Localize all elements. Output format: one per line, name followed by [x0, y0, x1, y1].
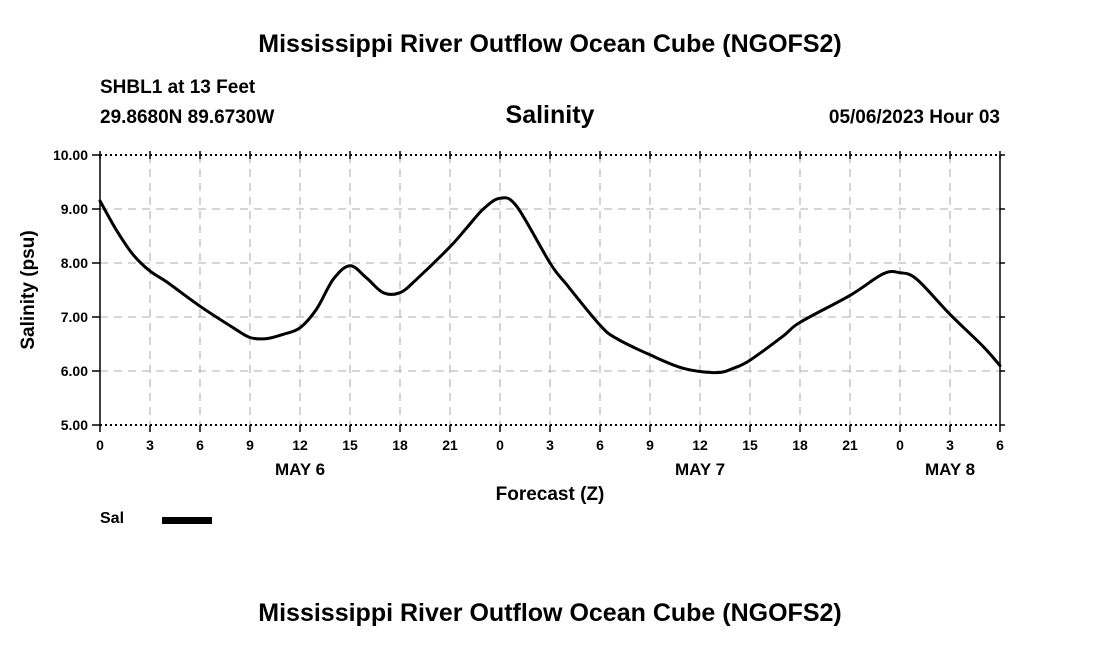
x-tick-label: 0 [96, 437, 104, 453]
run-timestamp: 05/06/2023 Hour 03 [828, 107, 1000, 128]
date-label: MAY 7 [675, 460, 725, 479]
axis-layer [92, 151, 1005, 432]
x-tick-label: 6 [196, 437, 204, 453]
x-tick-label: 15 [742, 437, 758, 453]
y-tick-label: 7.00 [61, 309, 88, 325]
x-tick-label: 21 [442, 437, 458, 453]
y-axis-title: Salinity (psu) [18, 230, 39, 349]
grid-layer [100, 155, 1000, 425]
legend-label: Sal [100, 510, 125, 527]
y-tick-label: 10.00 [53, 147, 88, 163]
x-tick-label: 3 [946, 437, 954, 453]
x-tick-label: 12 [292, 437, 308, 453]
legend-swatch [162, 517, 212, 524]
x-axis-title: Forecast (Z) [496, 484, 605, 505]
station-name: SHBL1 at 13 Feet [100, 77, 256, 98]
y-tick-label: 9.00 [61, 201, 88, 217]
x-tick-label: 0 [496, 437, 504, 453]
x-tick-label: 18 [392, 437, 408, 453]
x-tick-label: 6 [596, 437, 604, 453]
x-tick-label: 12 [692, 437, 708, 453]
y-tick-label: 6.00 [61, 363, 88, 379]
series-line-sal [98, 196, 1002, 375]
footer-title: Mississippi River Outflow Ocean Cube (NG… [258, 599, 842, 627]
y-tick-label: 5.00 [61, 417, 88, 433]
label-layer: Forecast (Z) Salinity (psu) 0 3 6 9 12 15 18 21… [18, 147, 1004, 505]
x-tick-label: 18 [792, 437, 808, 453]
x-tick-label: 3 [546, 437, 554, 453]
x-tick-label: 9 [646, 437, 654, 453]
x-tick-label: 15 [342, 437, 358, 453]
y-tick-label: 8.00 [61, 255, 88, 271]
x-tick-label: 0 [896, 437, 904, 453]
x-tick-label: 21 [842, 437, 858, 453]
chart-title: Salinity [505, 101, 595, 129]
series-layer [98, 196, 1002, 375]
x-tick-label: 3 [146, 437, 154, 453]
page-title: Mississippi River Outflow Ocean Cube (NG… [258, 30, 842, 58]
date-label: MAY 8 [925, 460, 975, 479]
x-tick-label: 9 [246, 437, 254, 453]
station-coordinates: 29.8680N 89.6730W [100, 107, 275, 128]
date-label: MAY 6 [275, 460, 325, 479]
x-tick-label: 6 [996, 437, 1004, 453]
